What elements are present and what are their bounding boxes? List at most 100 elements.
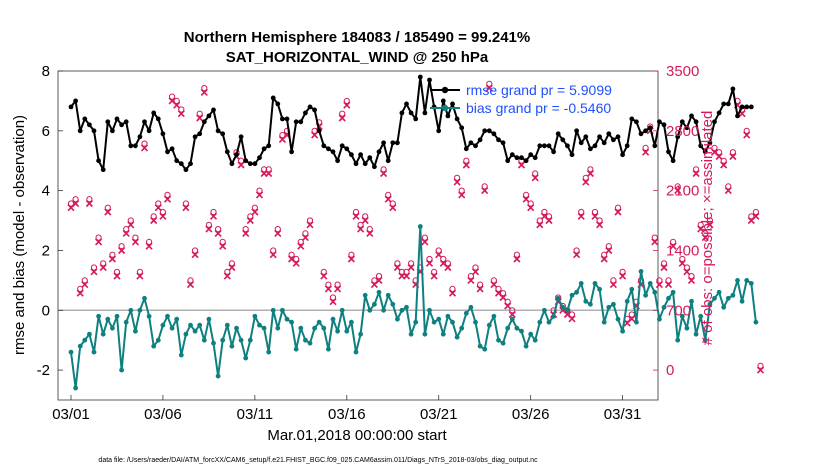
rmse-point	[500, 140, 506, 146]
footnote: data file: /Users/raeder/DAI/ATM_forcXX/…	[98, 457, 538, 464]
rmse-point	[555, 131, 561, 137]
bias-point	[537, 319, 543, 325]
rmse-point	[372, 164, 377, 170]
obs-possible-point	[127, 217, 134, 224]
obs-possible-point	[541, 208, 548, 216]
bias-point	[110, 325, 115, 331]
bias-point	[634, 319, 639, 325]
bias-point	[679, 313, 685, 319]
rmse-point	[339, 143, 345, 149]
obs-possible-point	[228, 260, 235, 267]
rmse-point	[523, 158, 529, 164]
y-right-tick-label: 3500	[666, 63, 699, 80]
rmse-point	[473, 143, 478, 149]
obs-possible-point	[467, 273, 474, 280]
rmse-point	[679, 119, 685, 125]
obs-possible-point	[688, 273, 695, 280]
rmse-point	[482, 128, 488, 134]
bias-point	[583, 298, 589, 304]
rmse-point	[592, 143, 598, 149]
bias-point	[431, 319, 437, 325]
rmse-point	[657, 119, 662, 125]
obs-possible-point	[72, 196, 79, 203]
bias-point	[395, 316, 400, 322]
bias-line	[70, 225, 757, 389]
rmse-point	[496, 137, 501, 143]
rmse-point	[367, 155, 373, 161]
bias-point	[565, 307, 570, 313]
bias-point	[661, 304, 667, 310]
bias-point	[137, 307, 143, 313]
rmse-point	[316, 128, 322, 134]
obs-possible-point	[123, 226, 130, 233]
obs-possible-point	[279, 132, 286, 139]
obs-possible-point	[371, 277, 378, 284]
obs-possible-point	[743, 127, 750, 134]
bias-point	[358, 331, 363, 337]
obs-possible-point	[192, 247, 199, 254]
obs-possible-point	[454, 174, 461, 181]
obs-possible-point	[95, 234, 102, 241]
y-left-tick-label: -2	[37, 362, 50, 379]
rmse-point	[344, 146, 350, 152]
rmse-point	[381, 140, 386, 146]
rmse-point	[261, 146, 267, 152]
obs-possible-point	[251, 204, 258, 211]
bias-point	[459, 325, 465, 331]
chart-subtitle: SAT_HORIZONTAL_WIND @ 250 hPa	[226, 49, 489, 66]
rmse-point	[712, 119, 717, 125]
obs-possible-point	[500, 290, 507, 297]
bias-point	[735, 278, 740, 283]
bias-point	[551, 313, 556, 319]
bias-point	[473, 319, 478, 325]
obs-possible-point	[224, 268, 231, 275]
rmse-point	[165, 149, 170, 155]
obs-possible-point	[683, 264, 691, 271]
bias-point	[82, 337, 88, 343]
bias-point	[307, 340, 313, 346]
rmse-point	[243, 158, 249, 164]
bias-point	[353, 349, 359, 355]
bias-point	[146, 313, 152, 319]
bias-point	[91, 349, 97, 355]
bias-point	[436, 316, 442, 322]
rmse-point	[376, 149, 382, 155]
rmse-point	[739, 104, 745, 110]
rmse-point	[100, 167, 106, 173]
rmse-point	[229, 161, 235, 167]
rmse-point	[119, 122, 124, 128]
rmse-point	[224, 149, 230, 155]
bias-point	[702, 337, 708, 343]
obs-possible-point	[591, 208, 599, 216]
bias-point	[381, 307, 386, 313]
obs-possible-point	[587, 166, 594, 173]
rmse-point	[178, 161, 184, 167]
legend-bias-marker	[441, 104, 449, 112]
obs-possible-point	[504, 298, 511, 305]
obs-possible-point	[605, 243, 612, 250]
obs-possible-point	[297, 238, 304, 245]
bias-point	[615, 316, 621, 322]
bias-point	[330, 316, 336, 322]
rmse-point	[463, 146, 469, 152]
obs-possible-point	[348, 251, 355, 258]
bias-point	[417, 224, 423, 229]
legend-rmse-marker	[441, 86, 449, 94]
rmse-point	[160, 131, 166, 137]
bias-point	[440, 331, 446, 337]
rmse-point	[693, 119, 699, 125]
rmse-point	[151, 110, 157, 116]
bias-point	[555, 295, 561, 301]
rmse-point	[707, 140, 713, 146]
rmse-point	[647, 125, 653, 131]
obs-possible-point	[477, 281, 484, 288]
y-left-tick-label: 6	[42, 123, 50, 140]
y-left-tick-label: 8	[42, 63, 50, 80]
obs-possible-point	[242, 226, 249, 233]
bias-point	[261, 325, 267, 331]
bias-point	[275, 325, 281, 331]
bias-point	[445, 313, 451, 319]
rmse-point	[477, 137, 483, 143]
obs-possible-point	[86, 196, 93, 203]
